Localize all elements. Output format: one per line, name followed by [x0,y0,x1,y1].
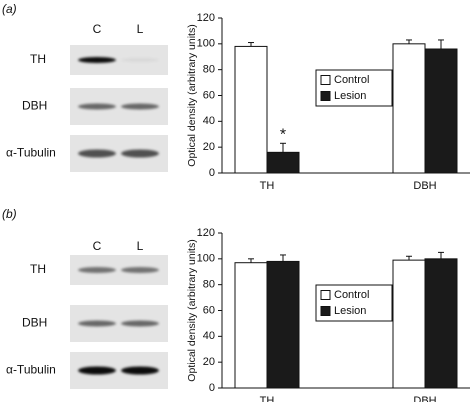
blot-row-label: DBH [22,99,47,113]
blot-band [121,103,159,110]
y-tick-label: 60 [203,89,215,101]
blot-band [121,58,159,62]
y-tick-label: 0 [209,382,215,394]
error-bar [248,258,254,263]
lane-label: L [137,22,144,36]
legend-label: Control [334,74,369,86]
y-tick-label: 60 [203,304,215,316]
blot-band [78,366,116,375]
y-tick-label: 20 [203,356,215,368]
y-axis-label: Optical density (arbitrary units) [186,239,198,381]
x-tick-label: DBH [413,180,436,192]
significance-marker: * [280,127,286,144]
bar [392,43,426,174]
bar [266,260,300,389]
lane-label: C [93,22,102,36]
x-tick-label: DBH [413,395,436,402]
blot-band [78,320,116,327]
error-bar [438,39,444,49]
error-bar [280,254,286,262]
bar [424,258,458,389]
bar [266,151,300,174]
blot-band [78,57,116,63]
bar [234,262,268,389]
legend-label: Lesion [334,305,366,317]
lane-label: L [137,239,144,253]
blot-row-label: α-Tubulin [6,363,56,377]
y-tick-label: 40 [203,330,215,342]
error-bar [280,142,286,153]
blot-row-label: TH [30,52,46,66]
error-bar [248,42,254,47]
y-tick-label: 80 [203,279,215,291]
blot-band [121,320,159,327]
legend-label: Lesion [334,90,366,102]
y-tick-label: 40 [203,115,215,127]
blot-band [121,366,159,375]
error-bar [406,39,412,44]
y-tick-label: 100 [197,253,215,265]
legend-swatch [320,75,331,85]
error-bar [406,255,412,261]
y-tick-label: 100 [197,38,215,50]
blot-band [78,149,116,158]
legend-swatch [320,306,331,316]
y-tick-label: 80 [203,64,215,76]
panel-label: (b) [2,207,17,221]
blot-band [78,267,116,273]
error-bar [438,251,444,259]
lane-label: C [93,239,102,253]
y-tick-label: 120 [197,227,215,239]
x-tick-label: TH [260,395,275,402]
x-tick-label: TH [260,180,275,192]
blot-band [78,103,116,110]
blot-row-label: DBH [22,316,47,330]
y-tick-label: 0 [209,167,215,179]
bar [424,48,458,174]
y-axis-label: Optical density (arbitrary units) [186,24,198,166]
blot-row-label: α-Tubulin [6,146,56,160]
blot-row-label: TH [30,262,46,276]
bar [392,259,426,389]
y-tick-label: 120 [197,12,215,24]
blot-band [121,267,159,273]
legend-swatch [320,290,331,300]
bar [234,45,268,174]
y-tick-label: 20 [203,141,215,153]
blot-band [121,149,159,158]
legend-swatch [320,91,331,101]
panel-label: (a) [2,2,17,16]
legend-label: Control [334,289,369,301]
